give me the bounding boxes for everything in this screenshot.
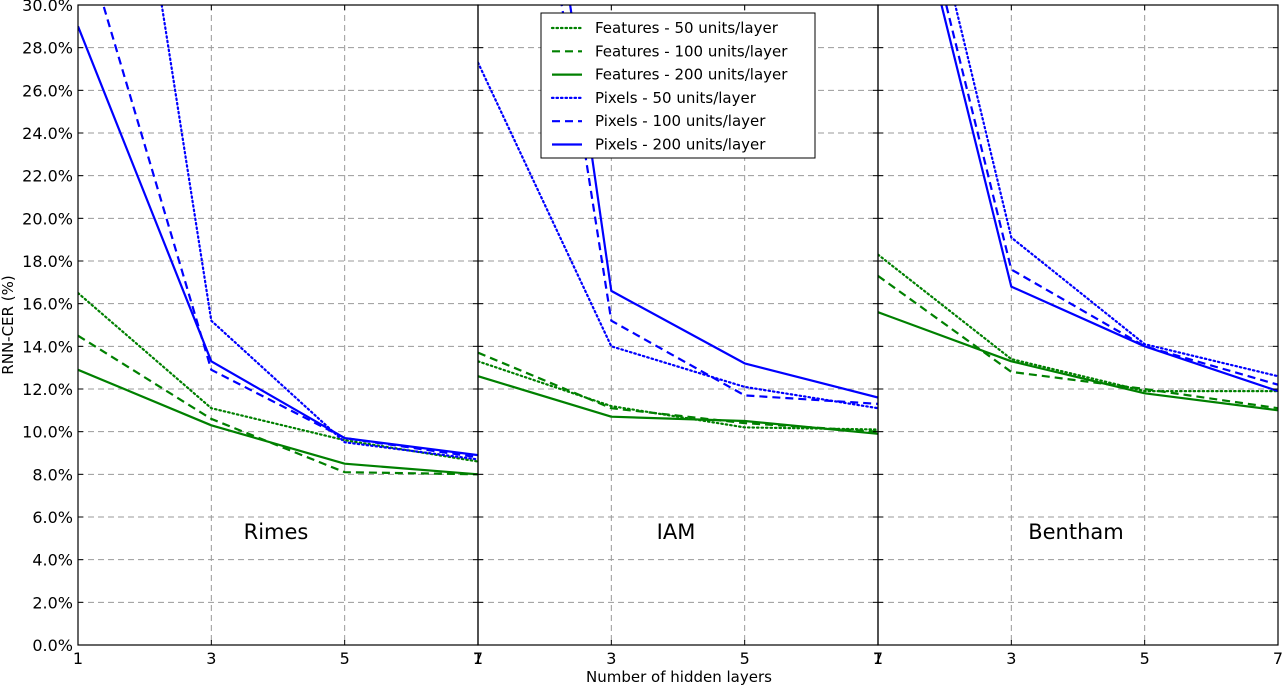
y-tick-label: 24.0%	[22, 124, 73, 143]
legend: Features - 50 units/layer Features - 100 …	[540, 12, 816, 159]
series-line-rimes-features-200-units-layer	[78, 368, 478, 476]
x-tick-label: 3	[606, 649, 616, 668]
y-tick-label: 10.0%	[22, 423, 73, 442]
panel-bentham-series	[878, 5, 1278, 412]
series-line-rimes-features-100-units-layer	[78, 334, 478, 476]
y-axis-label: RNN-CER (%)	[0, 275, 17, 374]
x-tick-label: 3	[206, 649, 216, 668]
series-line-rimes-pixels-100-units-layer	[102, 5, 478, 459]
series-line-iam-pixels-100-units-layer	[560, 5, 878, 405]
series-layer	[78, 5, 1278, 476]
legend-label-features-50-units-layer: Features - 50 units/layer	[595, 19, 779, 37]
legend-label-pixels-200-units-layer: Pixels - 200 units/layer	[595, 136, 766, 154]
frame-layer	[77, 4, 1279, 646]
series-line-bentham-pixels-100-units-layer	[945, 5, 1278, 386]
y-tick-label: 4.0%	[32, 551, 73, 570]
legend-box	[540, 12, 816, 159]
legend-label-pixels-50-units-layer: Pixels - 50 units/layer	[595, 89, 757, 107]
y-tick-label: 12.0%	[22, 380, 73, 399]
x-tick-label: 1	[473, 649, 483, 668]
y-tick-label: 26.0%	[22, 81, 73, 100]
y-tick-label: 0.0%	[32, 636, 73, 655]
x-tick-label: 7	[873, 649, 883, 668]
x-tick-label: 5	[340, 649, 350, 668]
x-tick-label: 7	[1273, 649, 1283, 668]
x-tick-label: 5	[1140, 649, 1150, 668]
y-tick-label: 6.0%	[32, 508, 73, 527]
x-tick-label: 3	[1006, 649, 1016, 668]
y-tick-label: 22.0%	[22, 167, 73, 186]
x-tick-label: 5	[740, 649, 750, 668]
panel-frame	[877, 4, 1279, 646]
series-line-rimes-features-50-units-layer	[78, 291, 478, 463]
y-tick-label: 8.0%	[32, 465, 73, 484]
y-tick-label: 18.0%	[22, 252, 73, 271]
y-tick-label: 14.0%	[22, 337, 73, 356]
panel-frame	[77, 4, 479, 646]
tick-layer: 1 3 5 71 3 5 71 3 5 70.0%2.0%4.0%6.0%8.0%10.0%12.…	[22, 0, 1283, 668]
x-tick-label: 7	[473, 649, 483, 668]
series-line-iam-pixels-200-units-layer	[569, 5, 878, 399]
legend-label-features-200-units-layer: Features - 200 units/layer	[595, 66, 788, 84]
x-tick-label: 1	[73, 649, 83, 668]
series-line-bentham-features-50-units-layer	[878, 253, 1278, 393]
panel-title-rimes: Rimes	[244, 520, 309, 544]
y-tick-label: 28.0%	[22, 39, 73, 58]
x-axis-label: Number of hidden layers	[586, 668, 772, 685]
y-tick-label: 20.0%	[22, 209, 73, 228]
series-line-bentham-features-100-units-layer	[878, 275, 1278, 410]
series-line-iam-features-200-units-layer	[478, 375, 878, 435]
series-line-bentham-features-200-units-layer	[878, 311, 1278, 412]
panel-rimes-series	[78, 5, 478, 476]
panel-title-layer: Rimes IAM Bentham	[244, 520, 1124, 544]
panel-title-iam: IAM	[657, 520, 696, 544]
series-line-bentham-pixels-200-units-layer	[940, 5, 1278, 393]
series-line-rimes-pixels-50-units-layer	[160, 5, 478, 461]
x-tick-label: 1	[873, 649, 883, 668]
legend-label-features-100-units-layer: Features - 100 units/layer	[595, 42, 788, 60]
panel-iam-series	[478, 5, 878, 435]
series-line-iam-pixels-50-units-layer	[478, 61, 878, 410]
series-line-bentham-pixels-50-units-layer	[954, 5, 1278, 378]
y-tick-label: 16.0%	[22, 295, 73, 314]
panel-title-bentham: Bentham	[1028, 520, 1124, 544]
series-line-rimes-pixels-200-units-layer	[78, 25, 478, 457]
y-tick-label: 2.0%	[32, 593, 73, 612]
y-tick-label: 30.0%	[22, 0, 73, 15]
legend-label-pixels-100-units-layer: Pixels - 100 units/layer	[595, 112, 766, 130]
